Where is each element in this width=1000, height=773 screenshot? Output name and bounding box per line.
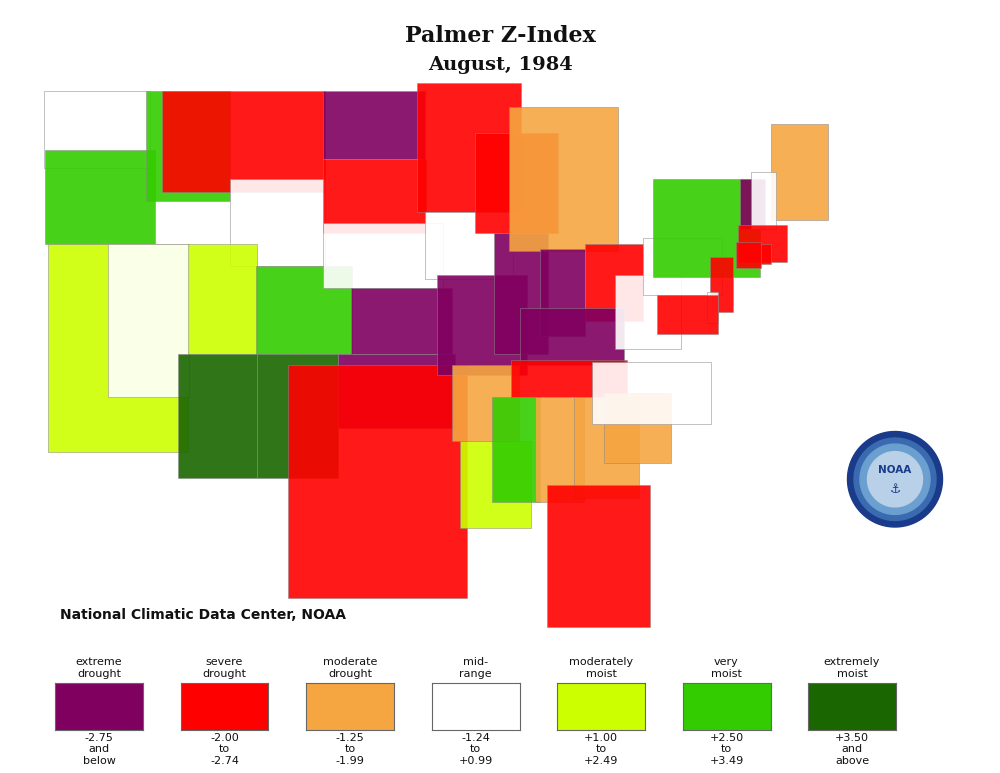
Text: extremely
moist: extremely moist	[824, 657, 880, 679]
Bar	[604, 393, 671, 463]
Polygon shape	[860, 444, 930, 514]
Bar	[475, 133, 558, 233]
Bar	[48, 244, 188, 452]
Bar	[417, 83, 521, 212]
Bar	[736, 242, 761, 268]
Bar	[738, 225, 787, 262]
Bar	[452, 365, 519, 441]
Bar	[162, 91, 325, 192]
Bar	[751, 172, 776, 229]
Text: +1.00
to
+2.49: +1.00 to +2.49	[584, 733, 618, 766]
Bar	[760, 244, 771, 264]
Bar	[288, 365, 467, 598]
Bar	[585, 244, 643, 321]
Bar	[108, 244, 189, 397]
Bar	[740, 179, 765, 229]
Bar	[146, 91, 230, 201]
Bar	[437, 275, 527, 376]
Bar	[188, 244, 257, 354]
Bar	[592, 363, 711, 424]
Bar	[45, 151, 155, 244]
Bar	[494, 233, 548, 354]
Bar	[643, 238, 722, 295]
Bar	[323, 223, 443, 288]
Text: extreme
drought: extreme drought	[76, 657, 122, 679]
Bar	[574, 397, 639, 498]
Text: mid-
range: mid- range	[459, 657, 492, 679]
Bar	[535, 397, 584, 502]
Bar	[178, 353, 257, 478]
Bar	[540, 249, 585, 336]
Text: -2.75
and
below: -2.75 and below	[83, 733, 115, 766]
Text: moderately
moist: moderately moist	[569, 657, 633, 679]
Text: very
moist: very moist	[711, 657, 742, 679]
Bar	[707, 292, 718, 323]
Bar	[653, 179, 760, 278]
Bar	[257, 353, 338, 478]
Text: -2.00
to
-2.74: -2.00 to -2.74	[210, 733, 239, 766]
Text: -1.25
to
-1.99: -1.25 to -1.99	[336, 733, 364, 766]
Text: National Climatic Data Center, NOAA: National Climatic Data Center, NOAA	[60, 608, 346, 622]
Bar	[547, 485, 650, 627]
Text: moderate
drought: moderate drought	[323, 657, 377, 679]
Bar	[657, 295, 718, 334]
Bar	[509, 107, 618, 251]
Bar	[771, 124, 828, 220]
Polygon shape	[848, 431, 942, 527]
Bar	[511, 360, 627, 397]
Bar	[710, 257, 733, 312]
Text: Palmer Z-Index: Palmer Z-Index	[405, 25, 595, 46]
Bar	[425, 212, 513, 279]
Text: +3.50
and
above: +3.50 and above	[835, 733, 869, 766]
Text: NOAA: NOAA	[878, 465, 912, 475]
Text: severe
drought: severe drought	[202, 657, 246, 679]
Bar	[520, 308, 624, 365]
Bar	[615, 275, 681, 349]
Text: August, 1984: August, 1984	[428, 56, 572, 73]
Bar	[256, 266, 352, 354]
Bar	[492, 397, 540, 502]
Bar	[323, 159, 426, 233]
Bar	[44, 91, 150, 168]
Bar	[460, 441, 531, 529]
Bar	[338, 354, 455, 428]
Bar	[351, 288, 452, 354]
Text: -1.24
to
+0.99: -1.24 to +0.99	[458, 733, 493, 766]
Polygon shape	[854, 438, 936, 520]
Text: +2.50
to
+3.49: +2.50 to +3.49	[709, 733, 744, 766]
Bar	[323, 91, 425, 159]
Bar	[230, 179, 325, 266]
Text: ⚓: ⚓	[889, 483, 901, 495]
Polygon shape	[868, 451, 922, 507]
